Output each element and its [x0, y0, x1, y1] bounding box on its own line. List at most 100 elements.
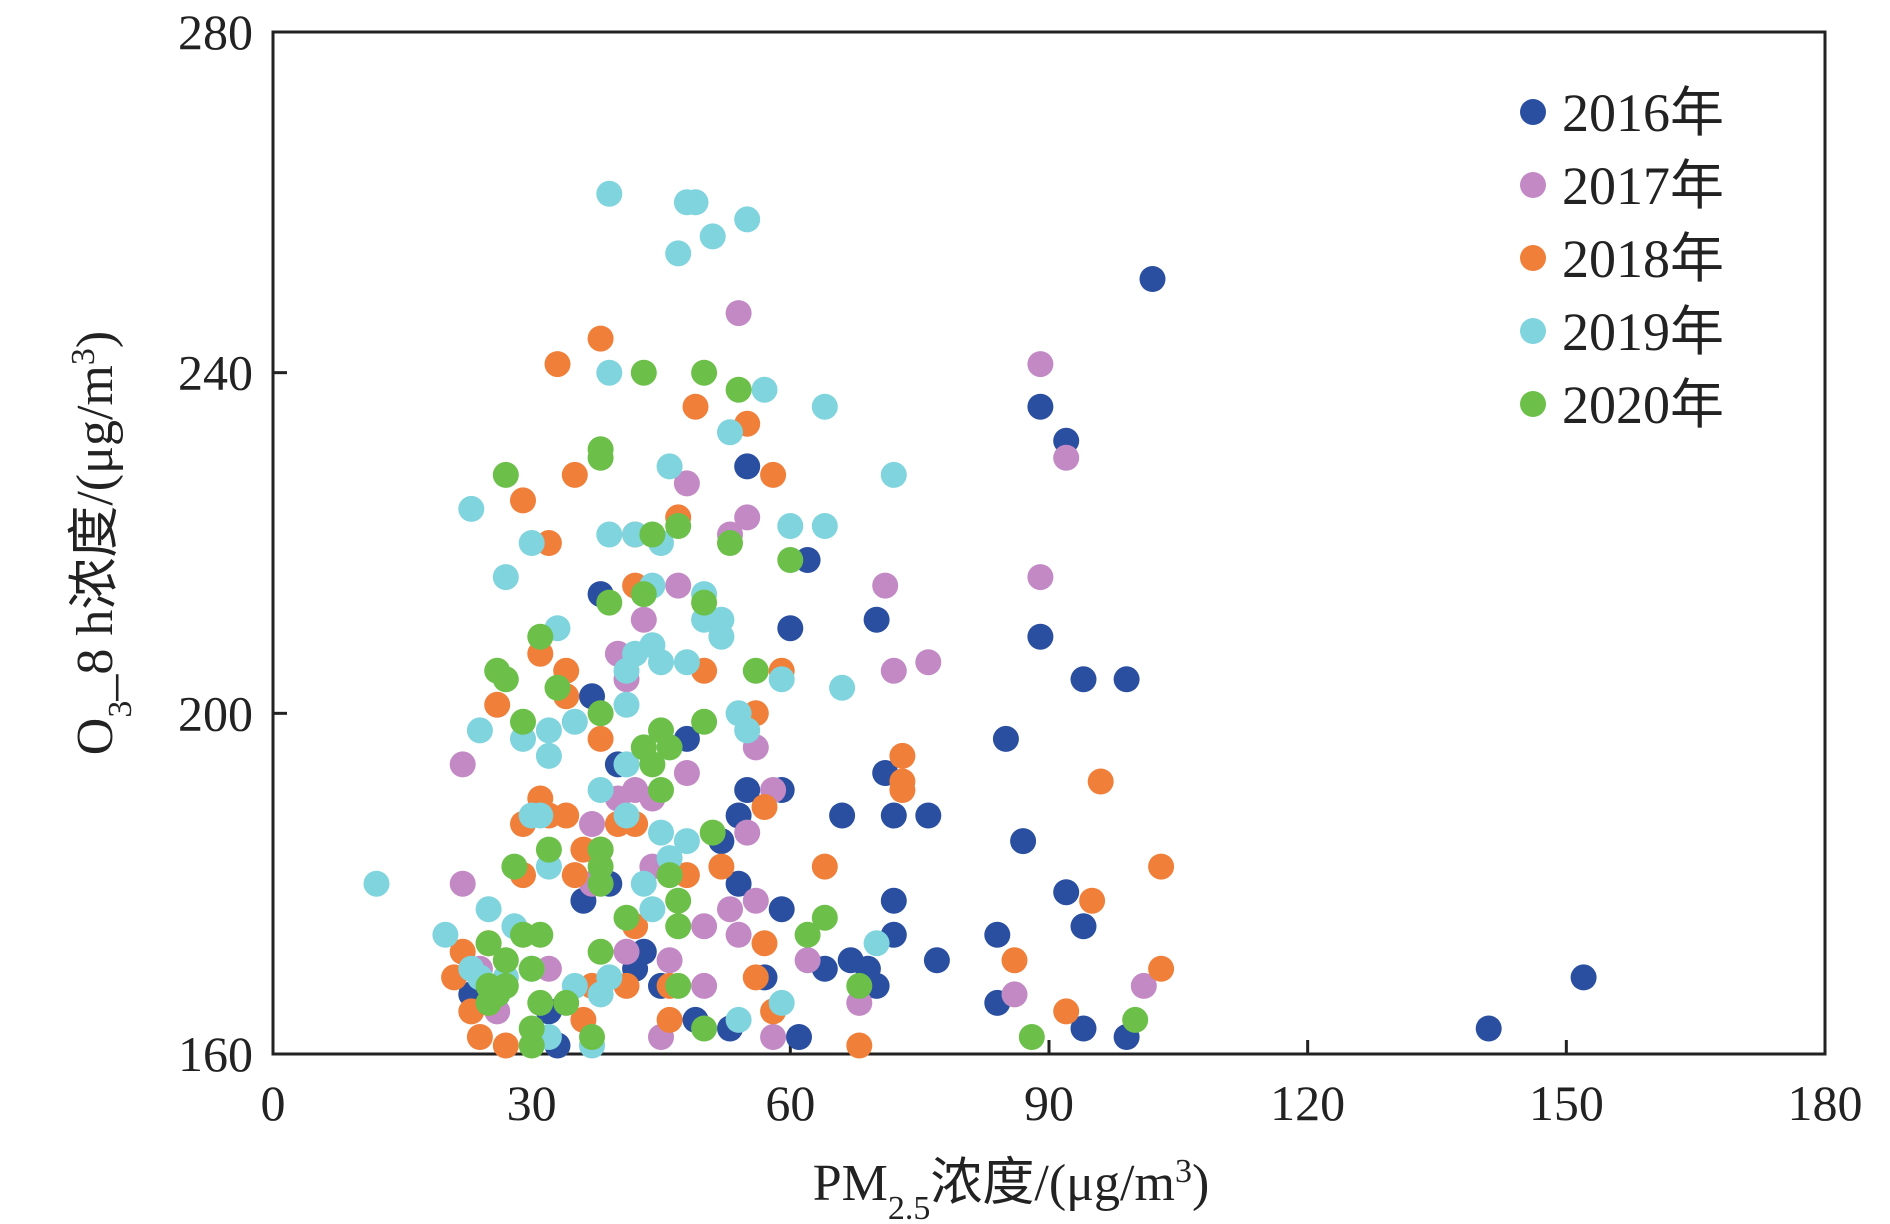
data-point — [742, 657, 769, 684]
data-point — [794, 921, 821, 948]
data-point — [1122, 1006, 1149, 1033]
data-point — [553, 802, 580, 829]
data-point — [656, 862, 683, 889]
data-point — [648, 819, 674, 846]
data-point — [984, 921, 1011, 948]
data-point — [596, 180, 623, 207]
data-point — [1070, 1015, 1097, 1042]
data-point — [510, 708, 536, 735]
data-point — [587, 870, 614, 897]
data-point — [518, 1032, 545, 1059]
data-point — [673, 649, 700, 676]
data-point — [691, 913, 718, 940]
data-point — [648, 777, 674, 803]
data-point — [1027, 623, 1054, 650]
data-point — [1570, 964, 1597, 991]
legend-label: 2020年 — [1562, 375, 1724, 435]
data-point — [760, 1024, 787, 1050]
data-point — [544, 674, 571, 701]
data-point — [673, 760, 700, 786]
data-point — [639, 521, 666, 548]
data-point — [587, 981, 614, 1008]
data-point — [466, 717, 493, 744]
data-point — [691, 972, 718, 999]
data-point — [691, 708, 718, 735]
data-point — [527, 623, 554, 650]
legend: 2016年 2017年 2018年 2019年 2020年 — [1520, 83, 1724, 435]
data-point — [1148, 853, 1175, 880]
data-point — [1079, 887, 1106, 914]
data-point — [880, 461, 907, 488]
legend-marker — [1520, 172, 1546, 198]
data-point — [742, 964, 769, 991]
data-point — [579, 811, 605, 837]
x-tick-label: 180 — [1788, 1075, 1863, 1131]
data-point — [1070, 913, 1097, 940]
data-point — [699, 223, 726, 250]
x-tick-label: 60 — [765, 1075, 815, 1131]
data-point — [613, 657, 640, 684]
data-point — [1053, 998, 1080, 1025]
data-point — [777, 615, 804, 642]
data-point — [587, 725, 614, 752]
axis-ticks: 0 30 60 90 120 150 180 160 200 240 280 — [178, 4, 1863, 1131]
data-point — [1053, 879, 1080, 906]
data-point — [596, 589, 623, 616]
x-tick-label: 90 — [1024, 1075, 1074, 1131]
data-point — [648, 649, 674, 676]
data-point — [846, 972, 873, 999]
data-point — [863, 606, 890, 633]
data-point — [665, 572, 692, 599]
data-point — [665, 513, 692, 539]
data-point — [889, 742, 916, 769]
data-point — [1475, 1015, 1502, 1042]
data-point — [630, 870, 657, 897]
data-point — [665, 972, 692, 999]
y-axis-title: O3_8 h浓度/(μg/m3) — [65, 331, 139, 755]
data-point — [432, 921, 459, 948]
data-point — [777, 547, 804, 573]
data-point — [449, 870, 476, 897]
data-point — [872, 572, 899, 599]
data-point — [923, 947, 950, 974]
data-point — [880, 802, 907, 829]
data-point — [768, 896, 795, 923]
data-point — [561, 461, 588, 488]
data-point — [734, 819, 761, 846]
data-point — [1027, 564, 1054, 591]
data-point — [587, 444, 614, 471]
data-point — [768, 989, 795, 1016]
data-point — [613, 904, 640, 931]
data-point — [466, 1024, 493, 1050]
data-point — [889, 777, 916, 803]
data-point — [656, 1006, 683, 1033]
data-point — [673, 470, 700, 497]
data-point — [717, 419, 743, 446]
data-point — [587, 938, 614, 965]
data-point — [501, 853, 528, 880]
data-point — [665, 887, 692, 914]
data-point — [673, 828, 700, 855]
y-tick-label: 160 — [178, 1026, 253, 1082]
data-point — [492, 461, 519, 488]
data-point — [725, 300, 752, 327]
data-point — [915, 802, 942, 829]
data-point — [777, 513, 804, 539]
data-point — [734, 453, 761, 480]
data-point — [527, 802, 554, 829]
data-point — [734, 504, 761, 531]
data-point — [725, 921, 752, 948]
data-point — [656, 734, 683, 761]
data-point — [553, 989, 580, 1016]
data-point — [794, 947, 821, 974]
data-point — [699, 819, 726, 846]
data-point — [613, 691, 640, 718]
data-point — [587, 700, 614, 727]
data-point — [527, 921, 554, 948]
legend-marker — [1520, 99, 1546, 125]
data-point — [510, 487, 536, 514]
data-point — [717, 530, 743, 556]
data-point — [691, 589, 718, 616]
data-point — [880, 887, 907, 914]
